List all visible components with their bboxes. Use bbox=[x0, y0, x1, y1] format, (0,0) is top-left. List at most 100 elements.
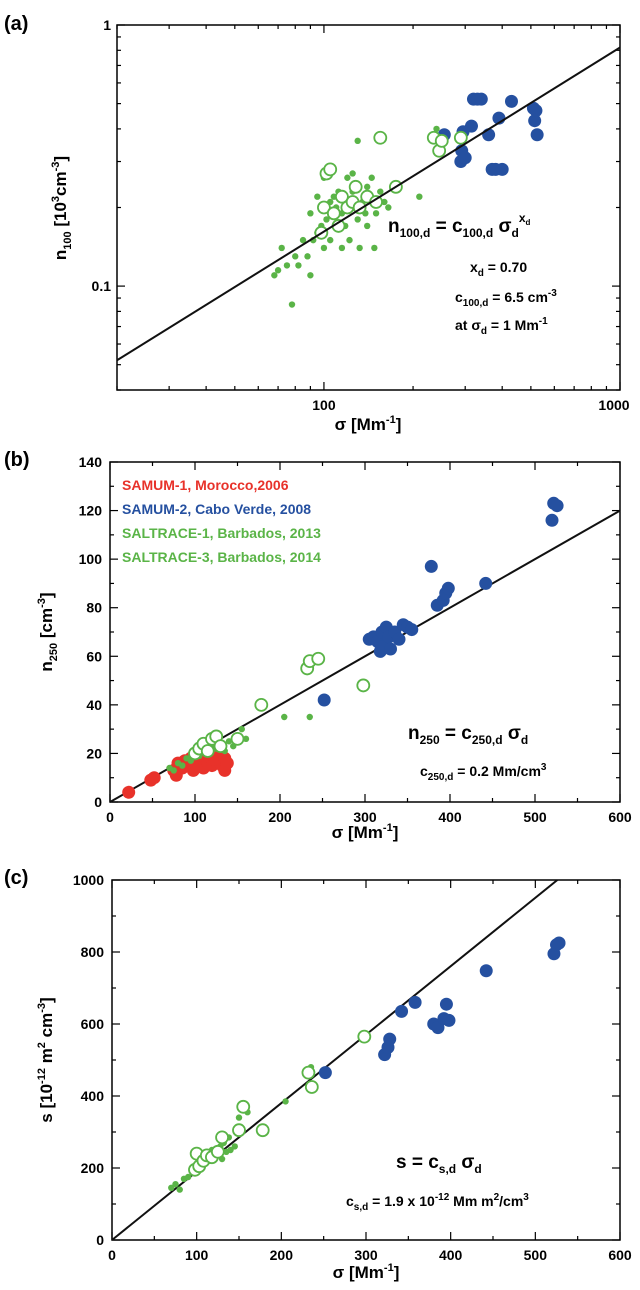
series-saltrace-open bbox=[188, 1029, 372, 1177]
data-point bbox=[327, 236, 334, 244]
x-tick-label: 500 bbox=[524, 1247, 548, 1263]
data-point bbox=[326, 206, 341, 221]
data-point bbox=[295, 262, 302, 269]
y-tick-label: 800 bbox=[81, 944, 105, 960]
data-point bbox=[288, 301, 296, 308]
data-point bbox=[439, 997, 453, 1011]
data-point bbox=[464, 119, 478, 133]
panel-a-xlabel: σ [Mm-1] bbox=[335, 414, 402, 434]
panel-c-tick-labels: 0 100 200 300 400 500 600 0 200 400 600 800 1000 bbox=[73, 872, 632, 1263]
data-point bbox=[348, 179, 363, 194]
data-point bbox=[320, 244, 328, 252]
x-tick-label: 0 bbox=[106, 809, 114, 825]
panel-a-at: at σd = 1 Mm-1 bbox=[455, 316, 548, 337]
panel-a-frame bbox=[116, 24, 621, 391]
data-point bbox=[529, 104, 543, 118]
data-point bbox=[383, 1032, 397, 1046]
data-point bbox=[346, 236, 353, 244]
panel-c-frame bbox=[111, 879, 621, 1241]
legend-entry-saltrace3: SALTRACE-3, Barbados, 2014 bbox=[122, 549, 321, 565]
data-point bbox=[349, 170, 356, 177]
data-point bbox=[274, 267, 282, 274]
x-tick-label: 300 bbox=[353, 809, 377, 825]
data-point bbox=[357, 1029, 372, 1044]
panel-b-c250: c250,d = 0.2 Mm/cm3 bbox=[420, 762, 547, 783]
data-point bbox=[225, 738, 233, 745]
y-tick-label: 0 bbox=[94, 794, 102, 810]
data-point bbox=[356, 678, 371, 693]
data-point bbox=[552, 936, 566, 950]
panel-a-fit-line bbox=[116, 46, 621, 362]
panel-a-c100: c100,d = 6.5 cm-3 bbox=[455, 288, 557, 309]
data-point bbox=[373, 130, 388, 145]
data-point bbox=[281, 713, 288, 721]
data-point bbox=[530, 128, 544, 142]
data-point bbox=[495, 162, 509, 176]
data-point bbox=[424, 559, 438, 573]
panel-a-xd: xd = 0.70 bbox=[470, 259, 527, 279]
data-point bbox=[442, 1013, 456, 1027]
data-point bbox=[317, 200, 331, 215]
data-point bbox=[304, 1080, 319, 1094]
data-point bbox=[255, 1123, 270, 1138]
panel-a-ytick-label-0: 0.1 bbox=[92, 278, 112, 294]
panel-c: (c) 0 100 200 300 400 500 600 0 200 400 600 800 1000… bbox=[4, 867, 632, 1282]
data-point bbox=[200, 744, 215, 758]
data-point bbox=[504, 94, 518, 108]
data-point bbox=[271, 272, 278, 279]
data-point bbox=[335, 189, 349, 204]
x-tick-label: 500 bbox=[523, 809, 547, 825]
panel-c-marks bbox=[168, 936, 566, 1193]
data-point bbox=[301, 1065, 316, 1080]
data-point bbox=[278, 244, 285, 252]
data-point bbox=[377, 188, 384, 195]
series-saltrace-open bbox=[314, 130, 468, 240]
x-tick-label: 100 bbox=[183, 809, 207, 825]
series-saltrace-filled-small bbox=[271, 125, 440, 308]
x-tick-label: 300 bbox=[354, 1247, 378, 1263]
series-samum2-filled-large bbox=[437, 92, 544, 176]
x-tick-label: 400 bbox=[439, 1247, 463, 1263]
y-tick-label: 0 bbox=[96, 1232, 104, 1248]
y-tick-label: 20 bbox=[86, 745, 102, 761]
data-point bbox=[232, 1123, 246, 1138]
data-point bbox=[213, 739, 228, 754]
data-point bbox=[122, 785, 136, 799]
x-tick-label: 200 bbox=[270, 1247, 294, 1263]
data-point bbox=[307, 272, 314, 279]
legend-entry-samum1: SAMUM-1, Morocco,2006 bbox=[122, 477, 289, 493]
data-point bbox=[292, 253, 299, 260]
panel-b-ylabel: n250 [cm-3] bbox=[36, 592, 60, 671]
panel-b-label: (b) bbox=[4, 449, 30, 471]
panel-b-marks bbox=[122, 496, 564, 799]
data-point bbox=[372, 210, 380, 217]
y-tick-label: 80 bbox=[86, 600, 102, 616]
panel-b-equation: n250 = c250,d σd bbox=[408, 723, 528, 747]
data-point bbox=[318, 1066, 332, 1080]
data-point bbox=[528, 114, 542, 128]
y-tick-label: 600 bbox=[81, 1016, 105, 1032]
panel-c-label: (c) bbox=[4, 867, 28, 889]
panel-c-fit-line bbox=[111, 879, 558, 1241]
panel-b-legend: SAMUM-1, Morocco,2006 SAMUM-2, Cabo Verd… bbox=[122, 477, 321, 565]
data-point bbox=[385, 204, 392, 211]
y-tick-label: 400 bbox=[81, 1088, 105, 1104]
panel-a-ylabel: n100 [103cm-3] bbox=[50, 156, 74, 260]
y-tick-label: 60 bbox=[86, 648, 102, 664]
panel-a-ytick-label-1: 1 bbox=[103, 17, 111, 33]
data-point bbox=[230, 731, 245, 746]
data-point bbox=[210, 1144, 225, 1159]
series-samum2-filled-large bbox=[318, 936, 566, 1080]
data-point bbox=[392, 632, 406, 646]
panel-b-tick-labels: 0 100 200 300 400 500 600 0 20 40 60 80 100 120 140 bbox=[79, 454, 632, 825]
x-tick-label: 600 bbox=[608, 809, 632, 825]
data-point bbox=[479, 964, 493, 978]
panel-b-xlabel: σ [Mm-1] bbox=[332, 822, 399, 842]
data-point bbox=[323, 162, 338, 177]
panel-b: (b) 0 100 200 300 400 500 600 0 20 40 60 80 100 120 14… bbox=[4, 449, 632, 842]
data-point bbox=[238, 725, 245, 733]
data-point bbox=[356, 244, 363, 252]
series-samum2-filled-large bbox=[317, 496, 564, 707]
x-tick-label: 0 bbox=[108, 1247, 116, 1263]
